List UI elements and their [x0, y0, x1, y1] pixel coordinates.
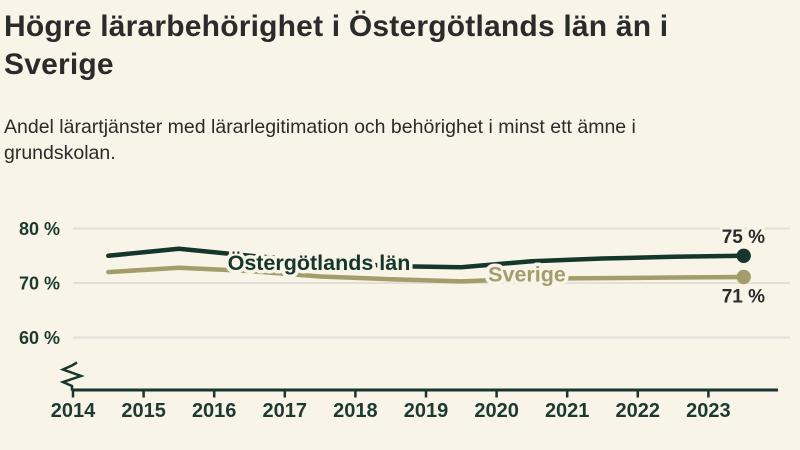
page-subtitle-line-2: grundskolan.: [4, 142, 116, 164]
svg-text:2015: 2015: [121, 400, 166, 422]
end-value-label-ostergotland: 75 %: [722, 227, 765, 248]
svg-text:70 %: 70 %: [19, 274, 60, 294]
end-value-label-sverige: 71 %: [722, 287, 765, 308]
series-label-ostergotlands-lan: Östergötlands län: [228, 250, 411, 275]
svg-text:2018: 2018: [333, 400, 378, 422]
svg-text:2020: 2020: [474, 400, 519, 422]
page-title: Högre lärarbehörighet i Östergötlands lä…: [0, 0, 800, 84]
svg-text:2022: 2022: [616, 400, 661, 422]
page-title-line-1: Högre lärarbehörighet i Östergötlands lä…: [4, 10, 669, 43]
page-subtitle: Andel lärartjänster med lärarlegitimatio…: [4, 114, 782, 166]
page-subtitle-line-1: Andel lärartjänster med lärarlegitimatio…: [4, 116, 636, 138]
svg-text:80 %: 80 %: [19, 219, 60, 239]
series-label-sverige: Sverige: [488, 263, 566, 287]
svg-text:2017: 2017: [263, 400, 308, 422]
svg-text:2023: 2023: [686, 400, 731, 422]
page-title-line-2: Sverige: [4, 48, 114, 81]
plot-area: 60 % 70 % 80 % 2014 2015 2016 2017 2018 2019 2020…: [19, 219, 790, 422]
svg-text:60 %: 60 %: [19, 328, 60, 348]
line-chart: 60 % 70 % 80 % 2014 2015 2016 2017 2018 2019 2020…: [19, 219, 790, 422]
svg-text:2016: 2016: [192, 400, 237, 422]
svg-text:2019: 2019: [404, 400, 449, 422]
svg-text:2014: 2014: [51, 400, 96, 422]
svg-text:2021: 2021: [545, 400, 590, 422]
